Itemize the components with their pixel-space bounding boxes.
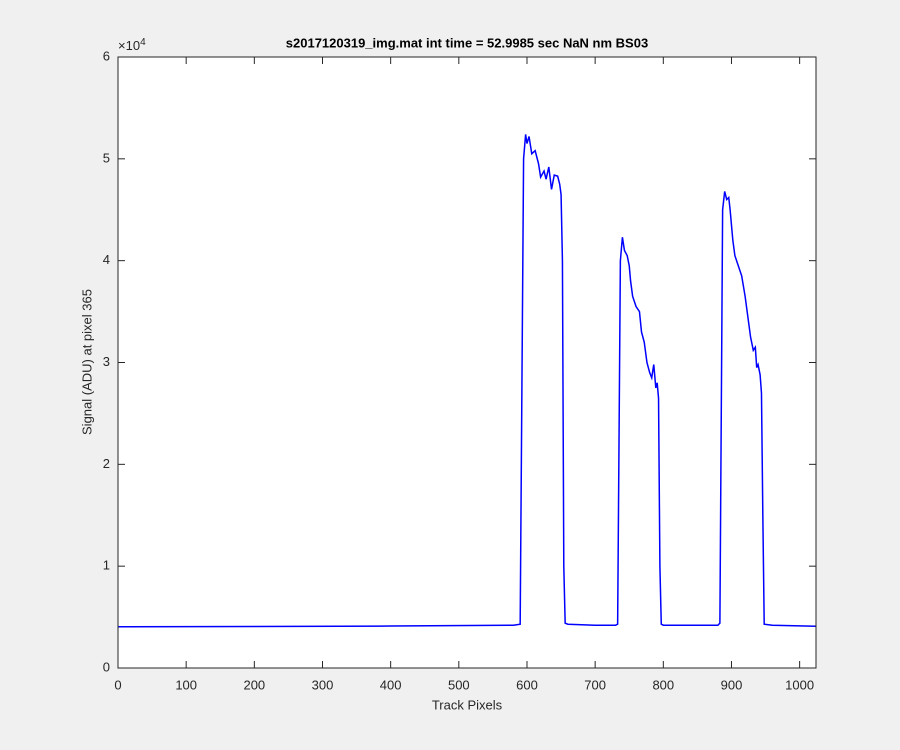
y-exponent: ×104 [118, 37, 146, 54]
line-series [117, 134, 817, 628]
x-tick-label: 900 [721, 677, 743, 692]
y-tick-label: 0 [103, 659, 110, 674]
chart-title: s2017120319_img.mat int time = 52.9985 s… [286, 35, 648, 50]
y-tick-label: 4 [103, 252, 110, 267]
y-exponent-base: ×10 [118, 38, 140, 53]
x-tick-label: 0 [114, 677, 121, 692]
x-axis-label: Track Pixels [432, 697, 503, 712]
y-tick-label: 3 [103, 354, 110, 369]
x-tick-label: 1000 [785, 677, 814, 692]
plot-area [118, 57, 816, 668]
x-tick-label: 700 [584, 677, 606, 692]
x-tick-label: 800 [652, 677, 674, 692]
x-tick-label: 200 [243, 677, 265, 692]
x-tick-label: 500 [448, 677, 470, 692]
x-tick-label: 600 [516, 677, 538, 692]
y-tick-label: 1 [103, 558, 110, 573]
y-tick-label: 5 [103, 150, 110, 165]
x-tick-label: 300 [312, 677, 334, 692]
x-tick-label: 400 [380, 677, 402, 692]
y-tick-label: 6 [103, 48, 110, 63]
x-tick-label: 100 [175, 677, 197, 692]
y-exponent-power: 4 [140, 37, 146, 48]
y-axis-label: Signal (ADU) at pixel 365 [79, 289, 94, 435]
axes-box [117, 56, 817, 669]
y-tick-label: 2 [103, 456, 110, 471]
